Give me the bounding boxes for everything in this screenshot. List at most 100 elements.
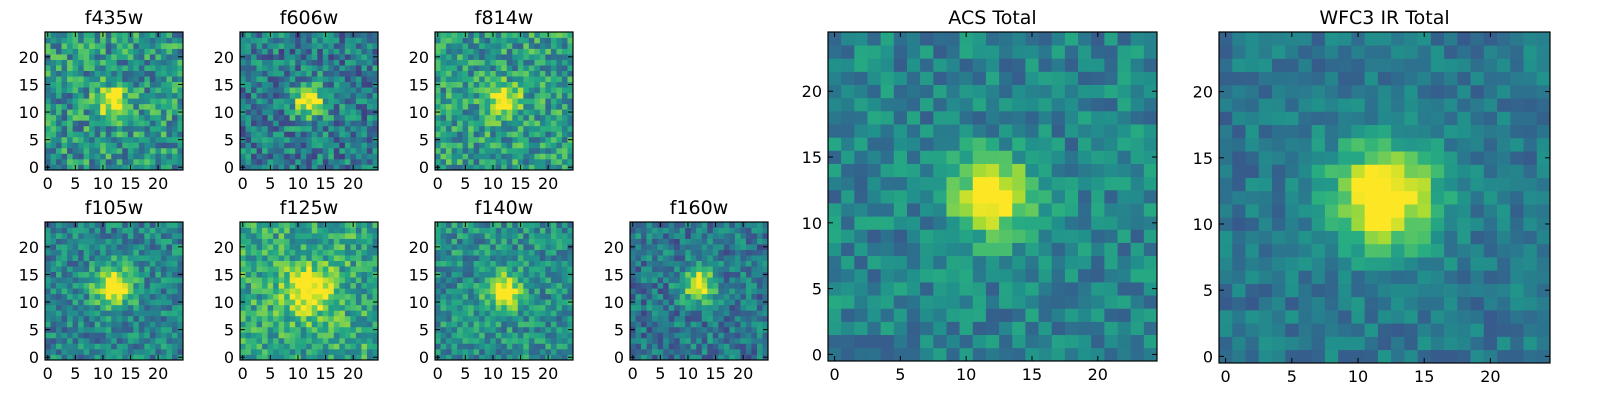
pixel [1130,242,1145,257]
pixel [723,326,730,333]
pixel [545,153,552,160]
pixel [116,238,123,245]
pixel [451,136,458,143]
pixel [701,299,708,306]
pixel [251,147,257,154]
pixel [350,321,357,328]
pixel [479,37,486,44]
pixel [495,282,502,289]
pixel [289,87,296,94]
image-grid [45,222,184,361]
pixel [89,125,96,132]
pixel [880,255,895,270]
pixel [668,326,675,333]
pixel [361,354,368,361]
pixel [133,321,140,328]
pixel [61,54,68,60]
pixel [149,131,156,138]
pixel [1025,282,1039,296]
pixel [501,343,508,350]
pixel [138,92,145,99]
pixel [712,315,719,322]
pixel [133,76,140,83]
pixel [523,310,530,317]
pixel [641,222,647,228]
pixel [149,103,156,110]
pixel [440,348,447,355]
pixel [920,203,934,217]
pixel [635,332,642,339]
pixel [1051,255,1066,270]
pixel [523,136,530,143]
pixel [177,310,184,317]
pixel [512,277,519,284]
pixel [94,299,101,306]
pixel [707,288,714,295]
pixel [468,227,474,234]
pixel [740,315,747,322]
pixel [256,32,263,38]
pixel [328,354,335,361]
pixel [490,249,497,256]
pixel [339,326,346,333]
pixel [273,222,279,228]
pixel [734,277,741,284]
pixel [567,70,574,77]
pixel [350,326,357,333]
pixel [138,87,145,94]
pixel [457,238,463,245]
pixel [116,293,123,300]
pixel [451,277,458,284]
pixel [641,249,647,256]
pixel [523,321,530,328]
pixel [1064,334,1079,349]
pixel [56,222,62,228]
pixel [284,244,291,250]
pixel [56,348,62,355]
pixel [635,222,642,228]
pixel [116,315,123,322]
pixel [67,92,73,99]
pixel [328,70,335,77]
pixel [267,277,274,284]
pixel [707,354,714,361]
pixel [344,238,351,245]
pixel [67,260,73,267]
pixel [484,332,491,339]
pixel [267,54,274,60]
pixel [333,222,340,228]
pixel [144,59,151,66]
pixel [133,147,140,154]
pixel [906,282,921,296]
pixel [556,337,563,344]
pixel [278,125,285,132]
pixel [668,244,675,250]
pixel [262,98,268,105]
pixel [1025,229,1039,243]
pixel [177,255,184,261]
pixel [495,120,502,127]
pixel [1038,203,1053,217]
pixel [506,244,513,250]
pixel [534,282,541,289]
pixel [78,43,84,49]
pixel [484,136,491,143]
pixel [361,293,368,300]
pixel [712,244,719,250]
pixel [696,354,703,361]
pixel [446,43,452,49]
pixel [457,310,463,317]
pixel [56,142,62,149]
pixel [690,299,697,306]
pixel [972,308,987,322]
pixel [512,81,519,88]
pixel [344,343,351,350]
pixel [328,288,335,295]
pixel [267,81,274,88]
pixel [133,59,140,66]
pixel [56,120,62,127]
pixel [523,81,530,88]
pixel [707,343,714,350]
pixel [61,76,68,83]
pixel [155,136,162,143]
